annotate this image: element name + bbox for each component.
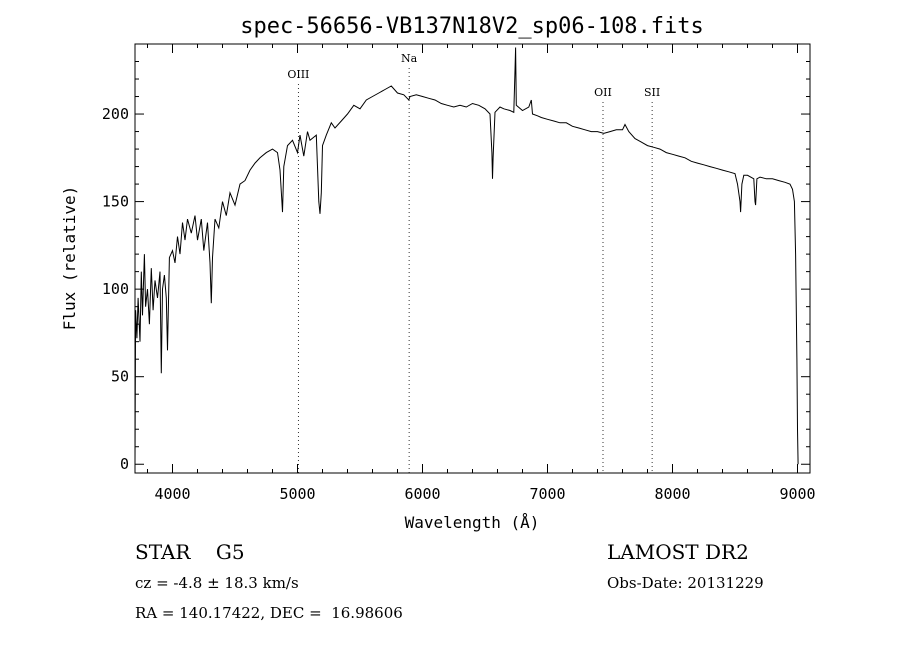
emission-line-label: SII xyxy=(644,86,660,99)
plot-frame xyxy=(134,43,811,474)
emission-line-markers: OIII Na OII SII xyxy=(287,52,660,473)
emission-line-label: OII xyxy=(594,86,612,99)
x-tick-label: 4000 xyxy=(154,485,190,503)
x-tick-label: 7000 xyxy=(529,485,565,503)
object-class: STAR G5 xyxy=(135,540,245,564)
x-tick-label: 6000 xyxy=(404,485,440,503)
coordinates: RA = 140.17422, DEC = 16.98606 xyxy=(135,604,403,622)
chart-title: spec-56656-VB137N18V2_sp06-108.fits xyxy=(240,14,704,39)
redshift-cz: cz = -4.8 ± 18.3 km/s xyxy=(135,574,299,592)
axis-ticks: 4000 5000 6000 7000 8000 9000 0 50 100 150 200 xyxy=(102,44,816,503)
emission-line-label: OIII xyxy=(287,68,309,81)
x-axis-label: Wavelength (Å) xyxy=(405,513,540,532)
y-axis-label: Flux (relative) xyxy=(60,186,79,331)
x-tick-label: 9000 xyxy=(779,485,815,503)
x-tick-label: 5000 xyxy=(279,485,315,503)
y-tick-label: 0 xyxy=(120,455,129,473)
x-tick-label: 8000 xyxy=(654,485,690,503)
y-tick-label: 100 xyxy=(102,280,129,298)
spectrum-line xyxy=(134,47,799,465)
observation-date: Obs-Date: 20131229 xyxy=(607,574,764,592)
y-tick-label: 50 xyxy=(111,368,129,386)
emission-line-label: Na xyxy=(401,52,418,65)
y-tick-label: 200 xyxy=(102,105,129,123)
y-tick-label: 150 xyxy=(102,193,129,211)
survey-name: LAMOST DR2 xyxy=(607,540,749,564)
